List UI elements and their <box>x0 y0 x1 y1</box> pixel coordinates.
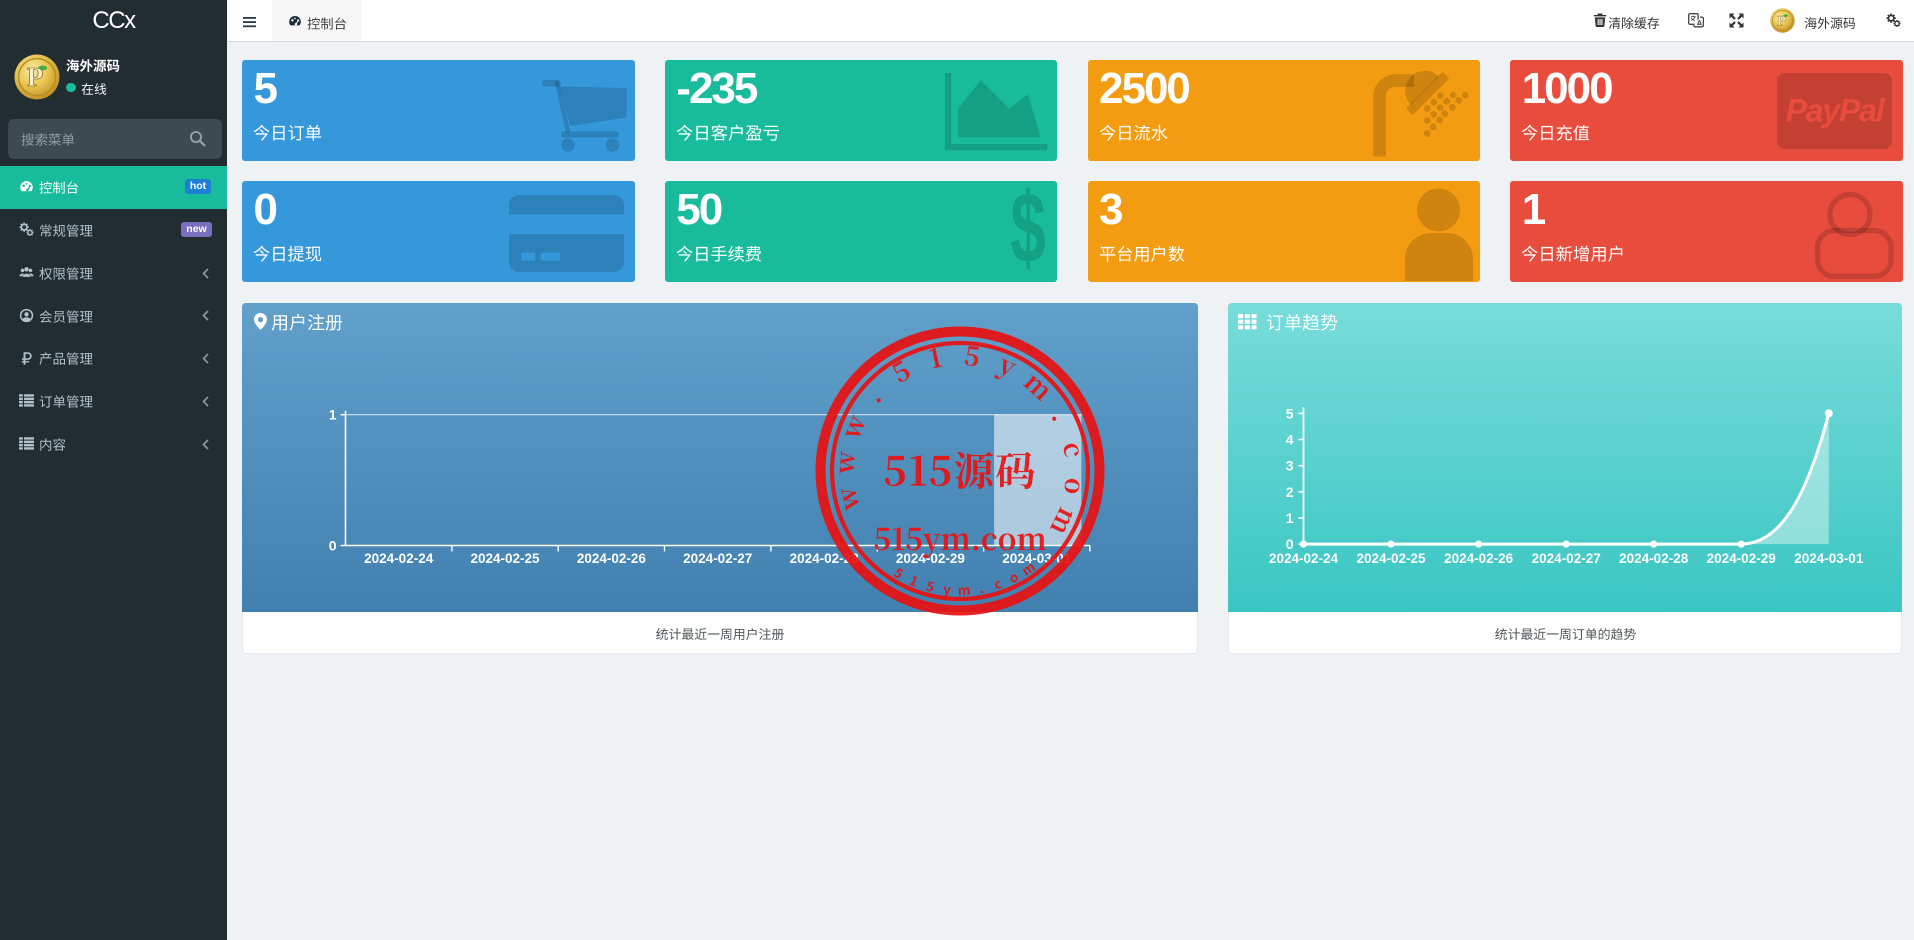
svg-text:4: 4 <box>1286 431 1294 447</box>
svg-text:2024-02-26: 2024-02-26 <box>1444 551 1514 566</box>
svg-text:1: 1 <box>329 406 337 422</box>
svg-text:5: 5 <box>1286 405 1294 421</box>
svg-text:2024-02-25: 2024-02-25 <box>1356 551 1426 566</box>
svg-text:0: 0 <box>329 537 337 553</box>
svg-text:1: 1 <box>1286 510 1294 526</box>
svg-text:2024-02-27: 2024-02-27 <box>683 551 752 566</box>
svg-text:2024-02-29: 2024-02-29 <box>1707 551 1776 566</box>
svg-text:P: P <box>27 62 44 92</box>
svg-text:2024-03-01: 2024-03-01 <box>1002 551 1072 566</box>
svg-text:2024-02-28: 2024-02-28 <box>1619 551 1689 566</box>
svg-text:2024-02-24: 2024-02-24 <box>364 551 434 566</box>
svg-text:0: 0 <box>1286 536 1294 552</box>
svg-text:2024-02-24: 2024-02-24 <box>1269 551 1339 566</box>
svg-text:2: 2 <box>1286 483 1294 499</box>
svg-text:P: P <box>1777 13 1786 29</box>
svg-text:3: 3 <box>1286 457 1294 473</box>
svg-text:2024-02-27: 2024-02-27 <box>1532 551 1601 566</box>
svg-text:2024-02-29: 2024-02-29 <box>896 551 965 566</box>
svg-text:2024-02-28: 2024-02-28 <box>790 551 860 566</box>
svg-text:2024-02-26: 2024-02-26 <box>577 551 647 566</box>
svg-text:2024-03-01: 2024-03-01 <box>1794 551 1864 566</box>
svg-text:PayPal: PayPal <box>1785 93 1885 129</box>
svg-text:2024-02-25: 2024-02-25 <box>470 551 540 566</box>
